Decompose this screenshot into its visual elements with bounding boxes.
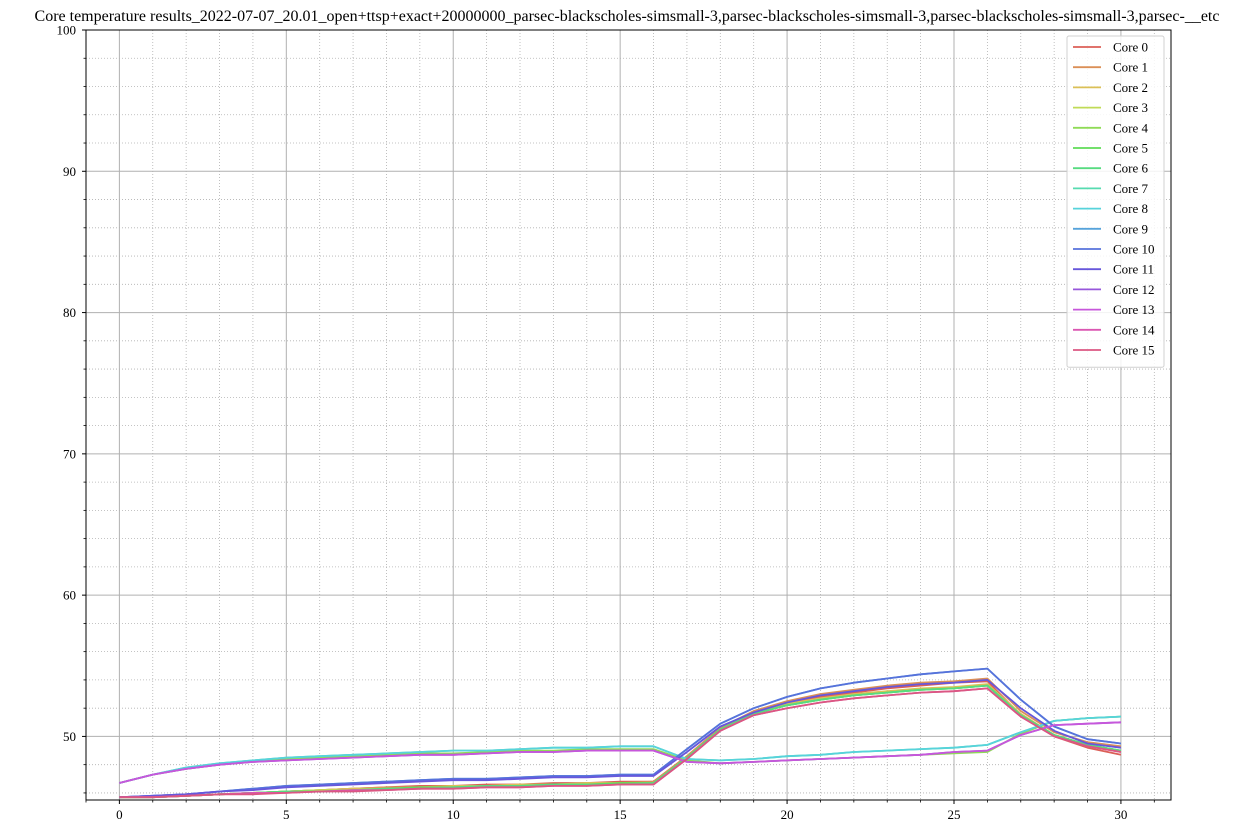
legend-label: Core 11: [1113, 262, 1154, 277]
series-layer: [119, 667, 1122, 799]
legend-label: Core 3: [1113, 100, 1148, 115]
y-tick-label: 90: [63, 164, 76, 179]
axis-ticks: 0 5 10 15 20 25 30 50 60 70 80 90 100: [57, 23, 1155, 822]
x-tick-label: 15: [614, 807, 627, 822]
series-line-core-10: [119, 667, 1122, 799]
legend-label: Core 7: [1113, 181, 1149, 196]
y-tick-label: 80: [63, 305, 76, 320]
legend-label: Core 12: [1113, 282, 1155, 297]
x-tick-label: 20: [781, 807, 794, 822]
chart-title: Core temperature results_2022-07-07_20.0…: [35, 8, 1220, 25]
y-tick-label: 100: [57, 23, 77, 38]
legend-box: [1066, 35, 1165, 368]
legend-label: Core 5: [1113, 141, 1148, 156]
legend-label: Core 9: [1113, 221, 1148, 236]
legend-label: Core 14: [1113, 322, 1155, 337]
legend-label: Core 8: [1113, 201, 1148, 216]
legend: Core 0 Core 1 Core 2 Core 3 Core 4 Core 5 Core…: [1066, 35, 1165, 368]
legend-label: Core 15: [1113, 343, 1155, 358]
series-line-core-11: [119, 679, 1122, 799]
x-tick-label: 10: [447, 807, 460, 822]
legend-label: Core 2: [1113, 80, 1148, 95]
x-tick-label: 30: [1114, 807, 1127, 822]
y-tick-label: 70: [63, 446, 76, 461]
major-grid: [86, 29, 1171, 800]
legend-label: Core 0: [1113, 40, 1148, 55]
legend-label: Core 13: [1113, 302, 1155, 317]
legend-label: Core 6: [1113, 161, 1149, 176]
x-tick-label: 0: [116, 807, 123, 822]
plot-area-frame: [85, 29, 1172, 801]
x-tick-label: 5: [283, 807, 290, 822]
series-line-core-13: [119, 721, 1121, 784]
y-tick-label: 50: [63, 729, 76, 744]
y-tick-label: 60: [63, 588, 76, 603]
series-line-core-8: [119, 715, 1121, 784]
legend-label: Core 4: [1113, 120, 1149, 135]
x-tick-label: 25: [948, 807, 961, 822]
minor-grid: [85, 30, 1171, 800]
legend-label: Core 1: [1113, 60, 1148, 75]
legend-label: Core 10: [1113, 242, 1155, 257]
series-line-core-15: [119, 687, 1122, 799]
series-line-core-4: [119, 715, 1121, 784]
